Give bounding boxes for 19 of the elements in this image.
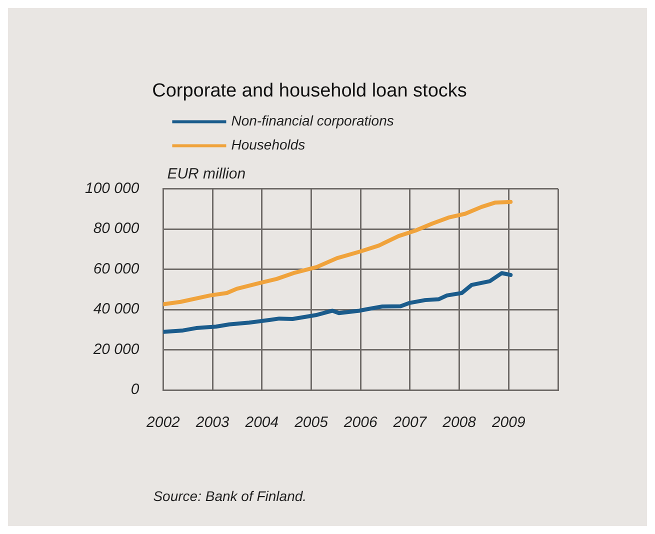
chart-title: Corporate and household loan stocks xyxy=(152,80,467,102)
y-axis-title: EUR million xyxy=(167,165,246,182)
x-tick-label: 2006 xyxy=(342,414,378,432)
y-tick-label: 0 xyxy=(130,381,140,398)
x-tick-label: 2002 xyxy=(146,414,181,432)
y-tick-label: 40 000 xyxy=(93,300,140,318)
y-tick-label: 80 000 xyxy=(93,220,140,238)
y-tick-label: 60 000 xyxy=(93,260,140,278)
x-tick-label: 2009 xyxy=(490,414,526,432)
x-tick-label: 2005 xyxy=(294,414,329,432)
x-tick-label: 2004 xyxy=(244,414,279,432)
x-tick-label: 2003 xyxy=(194,414,230,432)
legend-label: Households xyxy=(231,136,306,153)
x-tick-label: 2008 xyxy=(442,414,477,432)
y-tick-label: 20 000 xyxy=(92,340,140,358)
y-tick-label: 100 000 xyxy=(84,180,140,197)
source-note: Source: Bank of Finland. xyxy=(153,488,307,504)
legend-label: Non-financial corporations xyxy=(231,112,394,129)
x-tick-label: 2007 xyxy=(392,414,428,432)
